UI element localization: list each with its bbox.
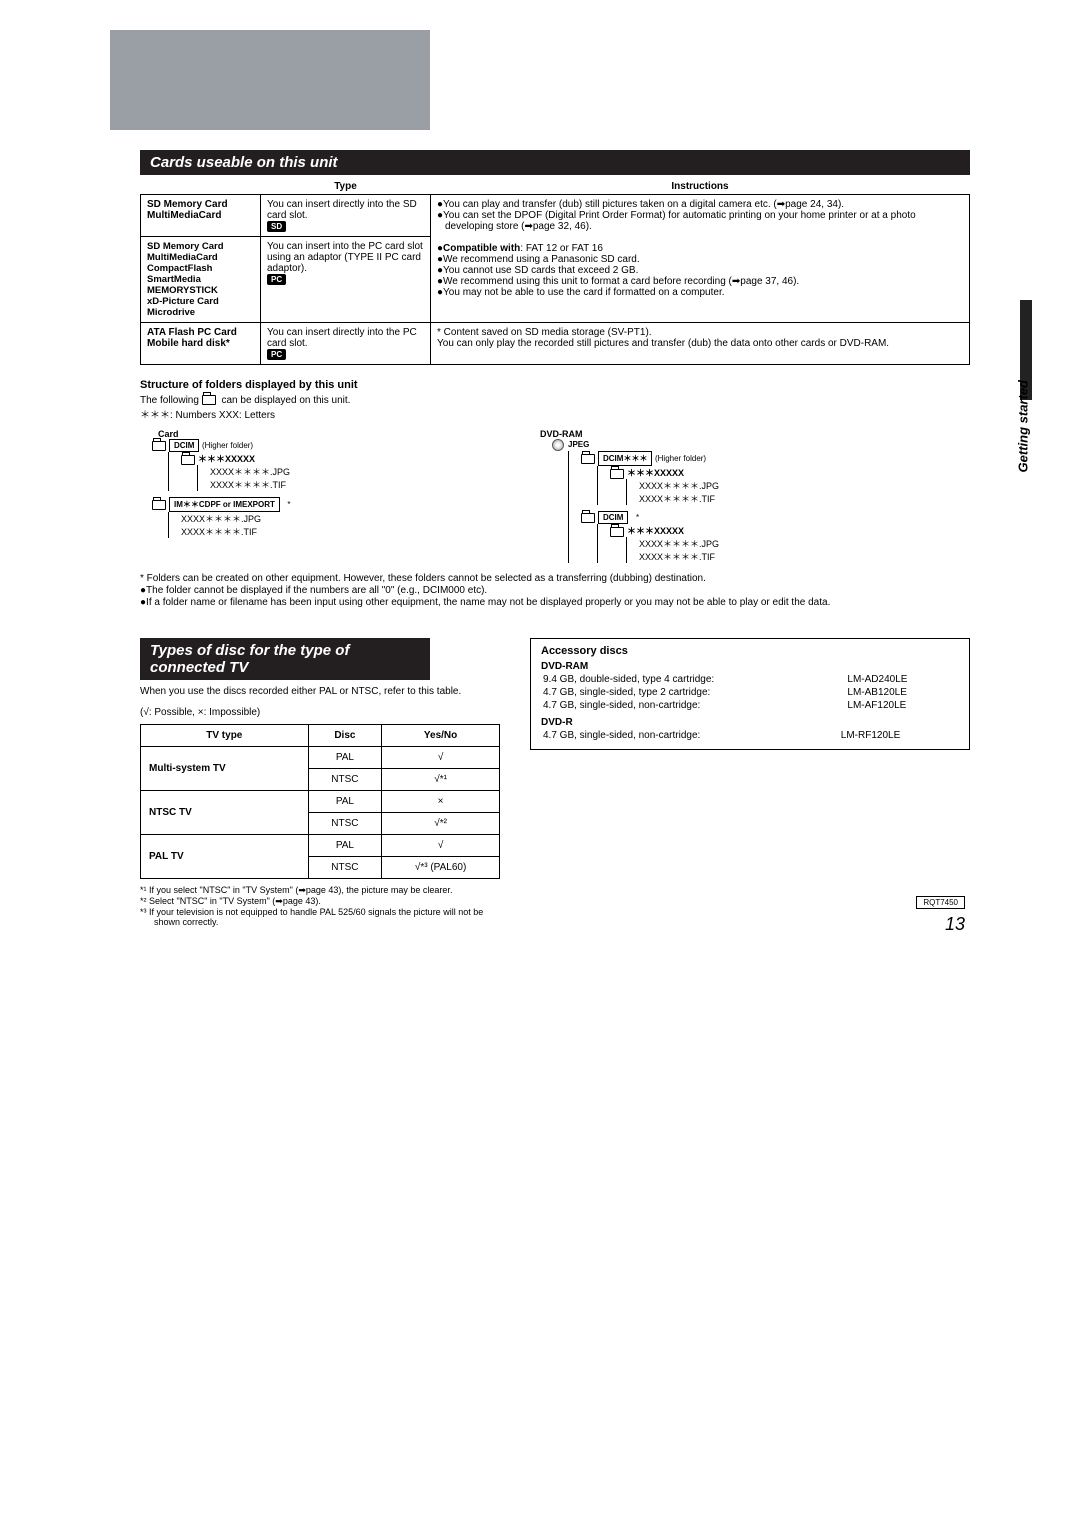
disc-icon bbox=[552, 439, 564, 451]
folders-structure-title: Structure of folders displayed by this u… bbox=[140, 379, 970, 391]
card-shared-instructions: ●You can play and transfer (dub) still p… bbox=[431, 195, 970, 323]
tv-legend: (√: Possible, ×: Impossible) bbox=[140, 707, 500, 718]
side-label: Getting started bbox=[1015, 380, 1030, 472]
section-tv-header: Types of disc for the type of connected … bbox=[140, 638, 430, 680]
accessory-title: Accessory discs bbox=[541, 645, 959, 657]
col-instructions: Instructions bbox=[431, 181, 970, 195]
header-banner bbox=[110, 30, 430, 130]
card-row2-name: SD Memory Card MultiMediaCard CompactFla… bbox=[141, 237, 261, 323]
tv-intro: When you use the discs recorded either P… bbox=[140, 686, 500, 697]
cards-table: Type Instructions SD Memory Card MultiMe… bbox=[140, 181, 970, 365]
card-row3-type: You can insert directly into the PC card… bbox=[261, 323, 431, 365]
sd-badge: SD bbox=[267, 221, 286, 232]
card-row1-type: You can insert directly into the SD card… bbox=[261, 195, 431, 237]
pc-badge-2: PC bbox=[267, 349, 286, 360]
tv-footnotes: *¹ If you select "NTSC" in "TV System" (… bbox=[140, 885, 500, 927]
accessory-box: Accessory discs DVD-RAM 9.4 GB, double-s… bbox=[530, 638, 970, 750]
folder-notes: * Folders can be created on other equipm… bbox=[140, 573, 970, 608]
card-row2-type: You can insert into the PC card slot usi… bbox=[261, 237, 431, 323]
card-row3-name: ATA Flash PC Card Mobile hard disk* bbox=[141, 323, 261, 365]
card-row1-name: SD Memory Card MultiMediaCard bbox=[141, 195, 261, 237]
folders-legend: ＊＊＊: Numbers XXX: Letters bbox=[140, 406, 970, 421]
ref-code: RQT7450 bbox=[916, 896, 965, 909]
section-cards-header: Cards useable on this unit bbox=[140, 150, 970, 175]
folders-intro: The following can be displayed on this u… bbox=[140, 395, 970, 406]
page-number: 13 bbox=[945, 914, 965, 935]
dvdram-tree: DVD-RAM JPEG DCIM＊＊＊ (Higher folder) ＊＊＊… bbox=[540, 429, 860, 563]
tv-table: TV typeDiscYes/No Multi-system TVPAL√ NT… bbox=[140, 724, 500, 879]
card-row3-instr: * Content saved on SD media storage (SV-… bbox=[431, 323, 970, 365]
folder-icon bbox=[202, 395, 216, 405]
card-tree: Card DCIM (Higher folder) ＊＊＊XXXXX XXXX＊… bbox=[140, 429, 460, 563]
pc-badge: PC bbox=[267, 274, 286, 285]
col-type: Type bbox=[261, 181, 431, 195]
